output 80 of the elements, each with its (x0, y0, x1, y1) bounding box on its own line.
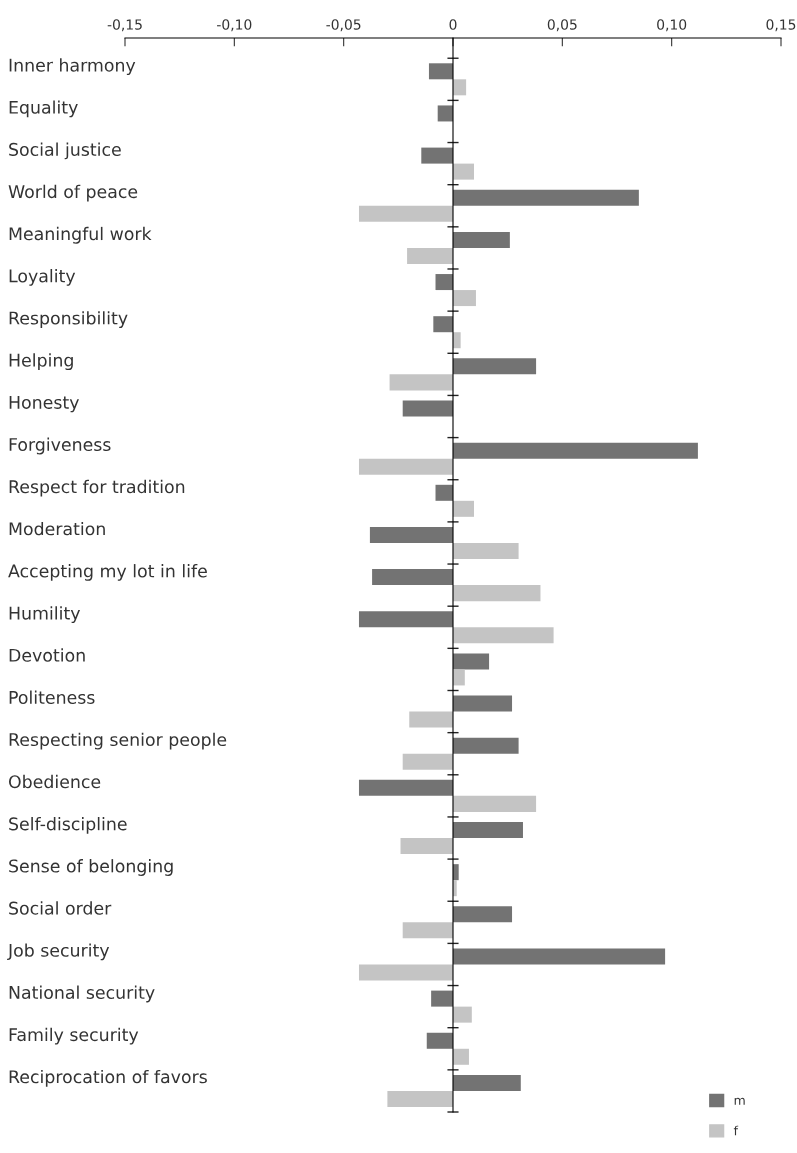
y-tick-label: Reciprocation of favors (9, 1069, 207, 1087)
bar (387, 1090, 453, 1107)
bar (400, 838, 453, 855)
bar (435, 274, 453, 291)
bar (453, 585, 541, 602)
y-tick-label: Politeness (9, 690, 95, 704)
bar (358, 779, 453, 796)
bar (453, 1006, 472, 1023)
bar (453, 795, 537, 812)
y-tick-label: Equality (9, 100, 78, 118)
bar (428, 63, 453, 80)
y-tick-label: Honesty (9, 396, 79, 413)
y-tick-label: Devotion (9, 648, 85, 662)
y-tick-label: Inner harmony (9, 58, 136, 76)
y-tick-label: Meaningful work (9, 226, 152, 244)
bar (358, 964, 453, 981)
y-tick-label: Moderation (9, 521, 105, 536)
bar (358, 458, 453, 475)
bar (426, 1032, 453, 1049)
bar (453, 332, 461, 349)
y-tick-label: Social order (9, 901, 112, 915)
x-tick-label: 0 (449, 19, 457, 30)
bar (453, 1074, 521, 1091)
bar (433, 316, 453, 333)
bar (358, 205, 453, 222)
bar (435, 484, 453, 501)
bar (453, 542, 519, 559)
bar (453, 737, 519, 754)
y-tick-label: World of peace (8, 184, 138, 202)
bar (402, 922, 453, 939)
x-tick-label: -0,05 (326, 19, 361, 32)
bar (453, 500, 474, 517)
bar (453, 231, 510, 248)
legend-label: m (734, 1097, 745, 1105)
bar (358, 611, 453, 628)
bar (453, 695, 513, 712)
bar (453, 163, 474, 180)
legend-label: f (733, 1125, 739, 1136)
bar (453, 653, 490, 670)
bar (421, 147, 453, 164)
bar (453, 442, 698, 459)
y-tick-label: National security (9, 985, 155, 1003)
bar (389, 374, 453, 391)
bar (453, 1048, 469, 1065)
y-tick-label: Self-discipline (9, 816, 127, 834)
x-tick-label: -0,10 (217, 19, 252, 32)
bar (453, 822, 523, 839)
bar (402, 400, 453, 417)
y-tick-label: Sense of belonging (9, 859, 173, 876)
y-tick-label: Job security (7, 943, 110, 961)
bar (409, 711, 453, 728)
x-tick-label: 0,05 (547, 19, 577, 32)
x-tick-label: 0,10 (657, 19, 687, 32)
bar (431, 990, 453, 1007)
bar (437, 105, 453, 122)
bar (453, 627, 554, 644)
bar (407, 247, 453, 264)
bar (372, 569, 453, 586)
bar (369, 526, 453, 543)
x-tick-label: -0,15 (107, 19, 142, 32)
bar (453, 948, 666, 965)
y-tick-label: Family security (9, 1027, 139, 1045)
x-tick-label: 0,15 (766, 19, 796, 32)
bar (402, 753, 453, 770)
y-tick-label: Loyality (9, 269, 76, 286)
bar (453, 358, 537, 375)
y-tick-label: Obedience (8, 774, 101, 789)
bar (453, 290, 476, 307)
y-tick-label: Humility (9, 606, 80, 624)
y-tick-label: Forgiveness (9, 437, 111, 455)
bar (453, 79, 467, 96)
bar (453, 906, 513, 923)
y-tick-label: Respect for tradition (9, 479, 185, 497)
y-tick-label: Accepting my lot in life (8, 564, 207, 581)
y-tick-label: Helping (9, 353, 73, 371)
y-tick-label: Social justice (9, 142, 121, 160)
bar (453, 669, 465, 686)
bar (453, 189, 639, 206)
y-tick-label: Responsibility (9, 311, 128, 328)
y-tick-label: Respecting senior people (9, 732, 227, 750)
